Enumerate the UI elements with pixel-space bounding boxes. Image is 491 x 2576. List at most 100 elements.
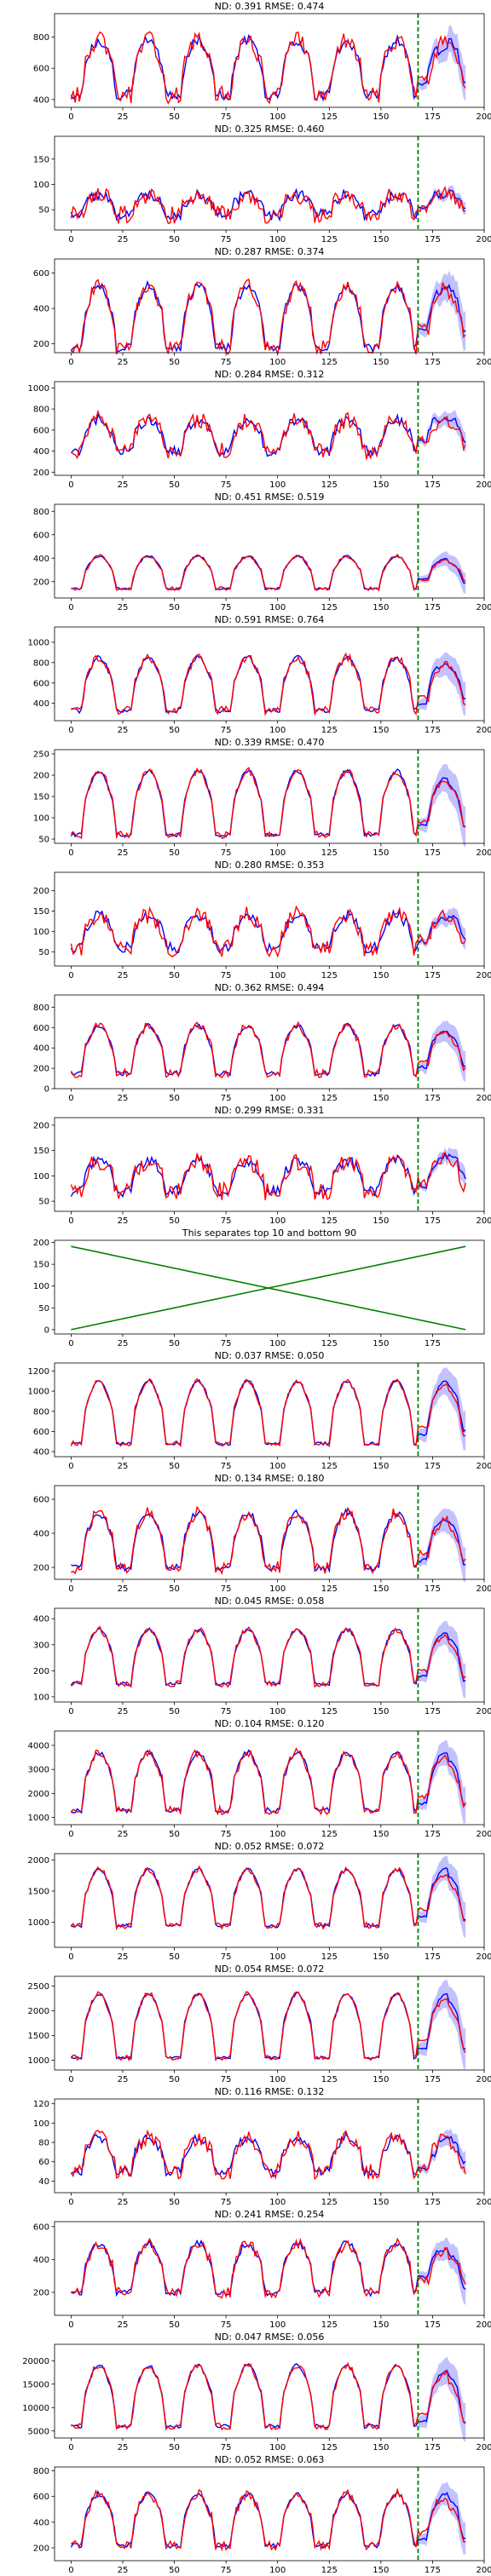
x-tick-label: 200 [476, 2320, 491, 2330]
y-tick-label: 150 [33, 1147, 49, 1156]
x-tick-label: 75 [221, 112, 232, 122]
x-tick-label: 200 [476, 726, 491, 735]
actual-line [70, 1021, 466, 1078]
x-tick-label: 25 [118, 2075, 129, 2084]
plot-frame [54, 135, 485, 231]
y-tick-label: 100 [33, 1282, 49, 1291]
y-tick-label: 800 [33, 405, 49, 415]
chart-title: ND: 0.047 RMSE: 0.056 [215, 2332, 325, 2343]
chart-title: ND: 0.287 RMSE: 0.374 [215, 246, 325, 257]
x-tick-label: 150 [373, 2443, 389, 2452]
chart-svg: ND: 0.362 RMSE: 0.494 0 25 50 75 100 125 150 175… [33, 982, 491, 1103]
y-tick-label: 2000 [28, 1790, 49, 1799]
y-tick-label: 100 [33, 2119, 49, 2129]
actual-line [71, 553, 466, 592]
x-tick-label: 0 [68, 603, 73, 612]
x-tick-label: 100 [269, 1094, 286, 1103]
x-tick-label: 175 [425, 2443, 441, 2452]
actual-line [71, 2237, 466, 2299]
y-tick-label: 50 [38, 1198, 49, 1207]
y-tick-label: 0 [44, 1325, 49, 1335]
chart-panel: ND: 0.052 RMSE: 0.072 0 25 50 75 100 125 150 175… [0, 1840, 491, 1963]
x-tick-label: 25 [118, 1339, 129, 1348]
chart-title: ND: 0.045 RMSE: 0.058 [215, 1596, 325, 1607]
x-tick-label: 75 [221, 1462, 232, 1471]
x-tick-label: 125 [321, 971, 338, 980]
chart-title: ND: 0.451 RMSE: 0.519 [215, 492, 325, 503]
chart-svg: ND: 0.045 RMSE: 0.058 0 25 50 75 100 125 150 175… [33, 1596, 491, 1716]
y-tick-label: 100 [33, 181, 49, 190]
y-tick-label: 2000 [28, 1856, 49, 1866]
actual-line [70, 31, 466, 105]
x-tick-label: 0 [68, 1584, 73, 1594]
x-tick-label: 75 [221, 603, 232, 612]
y-tick-label: 80 [38, 2139, 49, 2148]
y-tick-label: 15000 [22, 2380, 49, 2389]
x-tick-label: 125 [321, 726, 338, 735]
x-tick-label: 25 [118, 2443, 129, 2452]
plot-area [70, 1731, 466, 1825]
y-tick-label: 200 [33, 2544, 49, 2553]
chart-title: ND: 0.325 RMSE: 0.460 [215, 124, 325, 135]
x-tick-label: 25 [118, 2198, 129, 2207]
forecast-interval-band [418, 652, 466, 716]
chart-svg: This separates top 10 and bottom 90 0 25 50… [33, 1228, 485, 1348]
x-tick-label: 100 [269, 2566, 286, 2575]
actual-line [70, 409, 466, 460]
y-tick-label: 200 [33, 772, 49, 781]
forecast-interval-band [418, 1147, 466, 1193]
x-tick-label: 100 [269, 235, 286, 244]
chart-svg: ND: 0.325 RMSE: 0.460 0 25 50 75 100 125 150 175… [33, 124, 491, 244]
plot-frame [54, 1362, 485, 1458]
forecast-interval-band [418, 1855, 466, 1938]
x-tick-label: 125 [321, 1094, 338, 1103]
x-tick-label: 150 [373, 1094, 389, 1103]
x-tick-label: 150 [373, 480, 389, 490]
x-tick-label: 175 [425, 480, 441, 490]
y-tick-label: 800 [33, 1003, 49, 1013]
plot-frame [54, 871, 485, 967]
x-tick-label: 100 [269, 848, 286, 858]
x-tick-label: 75 [221, 358, 232, 367]
x-tick-label: 50 [169, 1952, 180, 1962]
plot-frame [54, 503, 485, 599]
plot-area [70, 1363, 466, 1457]
x-tick-label: 50 [169, 603, 180, 612]
x-tick-label: 175 [425, 726, 441, 735]
chart-title: ND: 0.116 RMSE: 0.132 [215, 2086, 325, 2097]
chart-title: ND: 0.052 RMSE: 0.072 [215, 1841, 325, 1852]
chart-title: ND: 0.284 RMSE: 0.312 [215, 369, 325, 380]
x-tick-label: 200 [476, 480, 491, 490]
chart-title: ND: 0.134 RMSE: 0.180 [215, 1473, 325, 1484]
x-tick-label: 100 [269, 1339, 286, 1348]
x-tick-label: 175 [425, 112, 441, 122]
x-tick-label: 175 [425, 1830, 441, 1839]
plot-area [71, 2344, 466, 2442]
y-tick-label: 1000 [28, 384, 49, 394]
y-tick-label: 3000 [28, 1766, 49, 1775]
x-tick-label: 175 [425, 2198, 441, 2207]
chart-panel: ND: 0.391 RMSE: 0.474 0 25 50 75 100 125 150 175… [0, 0, 491, 123]
x-tick-label: 50 [169, 358, 180, 367]
plot-area [70, 872, 466, 966]
x-tick-label: 125 [321, 1339, 338, 1348]
chart-panel: ND: 0.054 RMSE: 0.072 0 25 50 75 100 125 150 175… [0, 1963, 491, 2085]
chart-panel: ND: 0.045 RMSE: 0.058 0 25 50 75 100 125 150 175… [0, 1595, 491, 1717]
forecast-line [70, 1866, 466, 1929]
x-tick-label: 0 [68, 112, 73, 122]
chart-svg: ND: 0.054 RMSE: 0.072 0 25 50 75 100 125 150 175… [28, 1964, 491, 2084]
x-tick-label: 175 [425, 1707, 441, 1716]
y-tick-label: 400 [33, 1044, 49, 1054]
y-tick-label: 200 [33, 469, 49, 478]
x-tick-label: 75 [221, 1216, 232, 1226]
x-tick-label: 200 [476, 2198, 491, 2207]
x-tick-label: 75 [221, 1707, 232, 1716]
plot-area [71, 1486, 466, 1583]
x-tick-label: 125 [321, 2320, 338, 2330]
x-tick-label: 200 [476, 971, 491, 980]
x-tick-label: 150 [373, 848, 389, 858]
x-tick-label: 50 [169, 2198, 180, 2207]
plot-area [70, 2467, 466, 2561]
plot-area [70, 750, 466, 848]
x-tick-label: 0 [68, 1462, 73, 1471]
